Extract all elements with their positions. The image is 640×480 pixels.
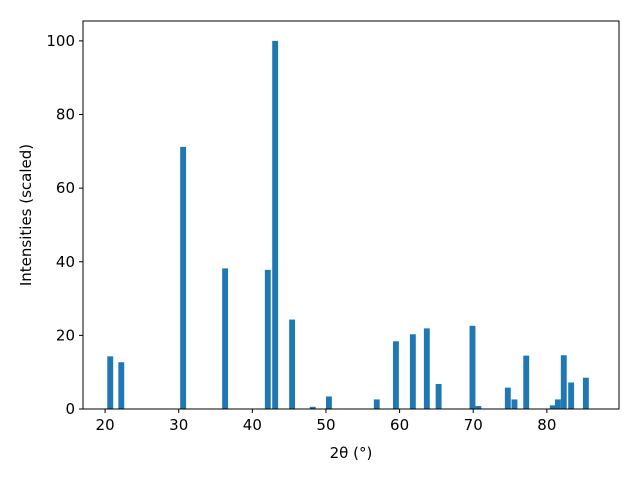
bar <box>180 146 187 410</box>
bar <box>325 396 332 409</box>
bar <box>289 319 296 409</box>
bar <box>475 406 482 409</box>
bar <box>554 399 561 409</box>
bar <box>409 334 416 409</box>
x-tick-label: 20 <box>96 416 115 434</box>
bar <box>511 399 518 409</box>
bar <box>309 406 316 409</box>
x-tick-label: 30 <box>169 416 188 434</box>
x-axis-label: 2θ (°) <box>330 444 373 462</box>
bar <box>423 328 430 409</box>
bar <box>549 405 556 409</box>
x-tick-label: 70 <box>464 416 483 434</box>
y-tick-label: 40 <box>56 253 75 271</box>
bar <box>107 356 114 409</box>
bar <box>392 341 399 409</box>
y-tick-label: 20 <box>56 326 75 344</box>
x-tick-label: 40 <box>243 416 262 434</box>
bar <box>272 40 279 409</box>
bar <box>560 355 567 409</box>
y-tick-label: 60 <box>56 179 75 197</box>
bar <box>582 377 589 409</box>
x-tick-label: 80 <box>537 416 556 434</box>
x-tick-label: 60 <box>390 416 409 434</box>
y-tick-label: 0 <box>65 400 75 418</box>
bar <box>435 383 442 409</box>
y-tick-label: 80 <box>56 106 75 124</box>
bar <box>373 399 380 409</box>
bar <box>469 325 476 409</box>
bar <box>568 382 575 409</box>
bar <box>222 268 229 409</box>
y-axis-label: Intensities (scaled) <box>17 144 35 286</box>
bar <box>264 269 271 409</box>
plot-frame <box>82 20 620 410</box>
bar <box>118 362 125 409</box>
y-tick-label: 100 <box>46 32 75 50</box>
x-tick-label: 50 <box>316 416 335 434</box>
bar <box>523 355 530 409</box>
bar <box>504 387 511 409</box>
